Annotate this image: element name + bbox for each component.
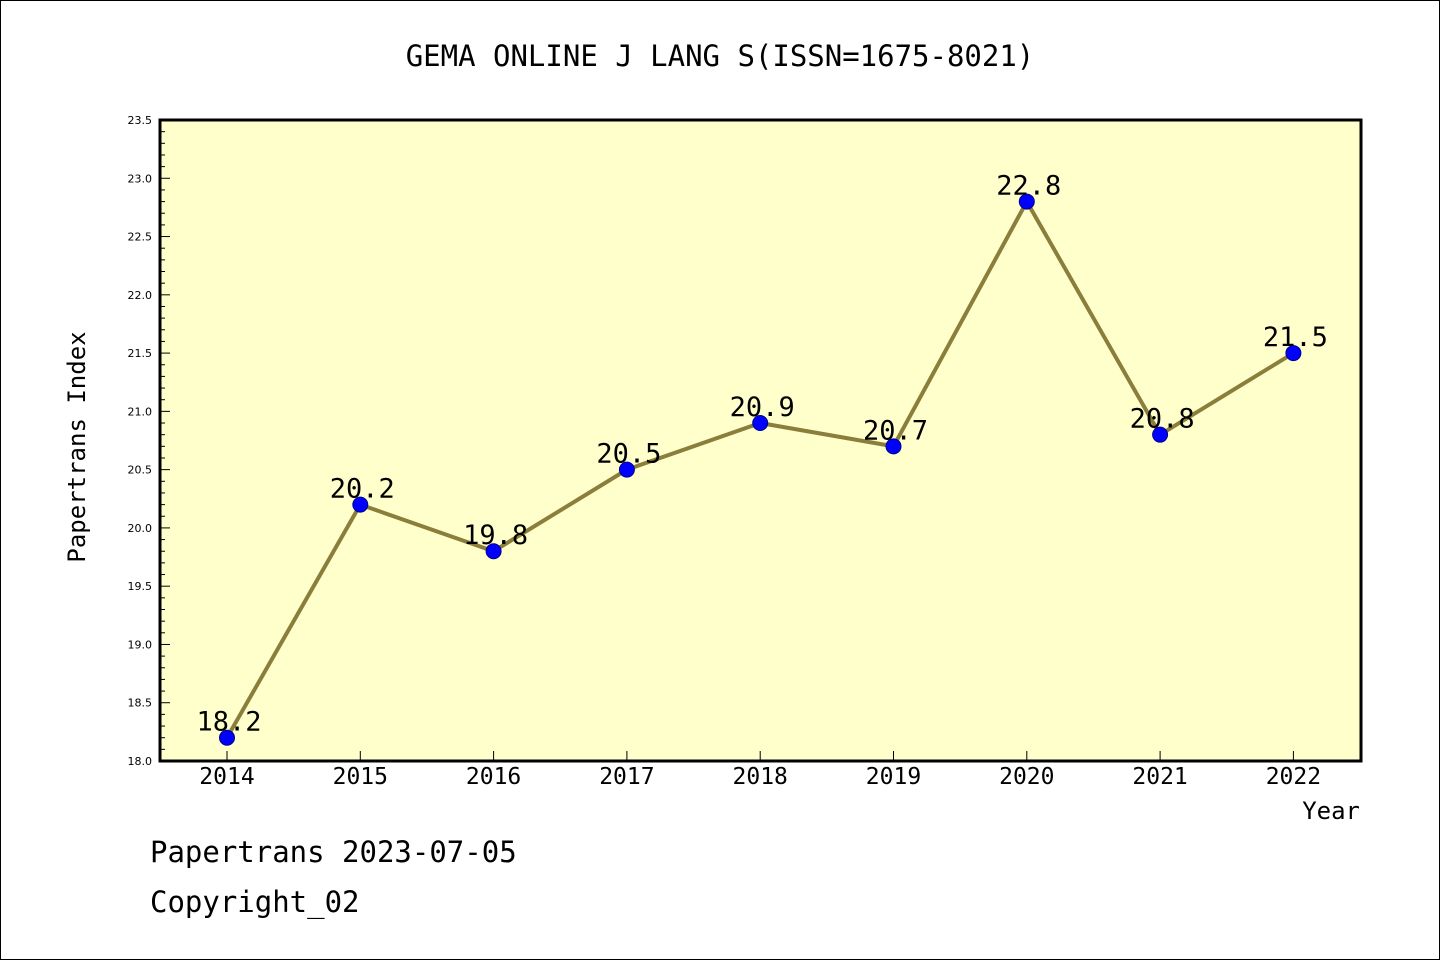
y-tick-label: 20.0 <box>128 522 153 535</box>
x-tick-label: 2014 <box>199 764 254 790</box>
x-tick-label: 2019 <box>866 764 921 790</box>
data-point-marker <box>1018 193 1035 210</box>
data-label: 18.2 <box>196 707 261 738</box>
y-tick-label: 19.0 <box>128 638 153 651</box>
y-tick-label: 22.0 <box>128 289 153 302</box>
data-point-marker <box>485 543 502 560</box>
data-point-marker <box>752 415 769 432</box>
y-axis-label: Papertrans Index <box>63 331 91 562</box>
plot-area <box>160 120 1361 761</box>
x-tick-label: 2022 <box>1266 764 1321 790</box>
copyright-text: Copyright_02 <box>150 885 360 919</box>
data-label: 19.8 <box>463 520 528 551</box>
data-point-marker <box>352 496 369 513</box>
series-line <box>219 193 1302 746</box>
source-date-text: Papertrans 2023-07-05 <box>150 835 517 869</box>
data-label: 20.9 <box>730 392 795 423</box>
data-point-marker <box>618 461 635 478</box>
data-label: 21.5 <box>1263 322 1328 353</box>
x-tick-label: 2017 <box>599 764 654 790</box>
y-tick-label: 20.5 <box>128 464 153 477</box>
y-tick-label: 21.0 <box>128 405 153 418</box>
x-tick-label: 2018 <box>733 764 788 790</box>
x-tick-label: 2015 <box>333 764 388 790</box>
x-tick-label: 2016 <box>466 764 521 790</box>
chart-title: GEMA ONLINE J LANG S(ISSN=1675-8021) <box>406 39 1035 73</box>
data-point-marker <box>885 438 902 455</box>
data-label: 20.5 <box>596 439 661 470</box>
data-point-marker <box>1152 426 1169 443</box>
y-tick-label: 22.5 <box>128 231 153 244</box>
y-tick-label: 23.5 <box>128 114 153 127</box>
y-tick-label: 18.0 <box>128 755 153 768</box>
y-tick-label: 19.5 <box>128 580 153 593</box>
data-point-marker <box>219 729 235 746</box>
data-label: 20.8 <box>1130 404 1195 435</box>
data-point-marker <box>1285 345 1302 362</box>
y-tick-label: 18.5 <box>128 697 153 710</box>
data-label: 20.7 <box>863 415 928 446</box>
y-axis: 18.0 18.5 19.0 19.5 20.0 20.5 21.0 21.5 22.0 22.5… <box>128 114 170 768</box>
data-label: 20.2 <box>330 474 395 505</box>
y-tick-label: 21.5 <box>128 347 153 360</box>
x-tick-label: 2021 <box>1132 764 1187 790</box>
y-tick-label: 23.0 <box>128 172 153 185</box>
x-axis: 2014 2015 2016 2017 2018 2019 2020 2021 2022 <box>199 751 1321 790</box>
data-label: 22.8 <box>996 171 1061 202</box>
x-tick-label: 2020 <box>999 764 1054 790</box>
plot-border <box>158 118 1363 763</box>
x-axis-label: Year <box>1302 797 1360 825</box>
data-labels: 18.2 20.2 19.8 20.5 20.9 20.7 22.8 20.8 21.5 <box>196 171 1327 738</box>
